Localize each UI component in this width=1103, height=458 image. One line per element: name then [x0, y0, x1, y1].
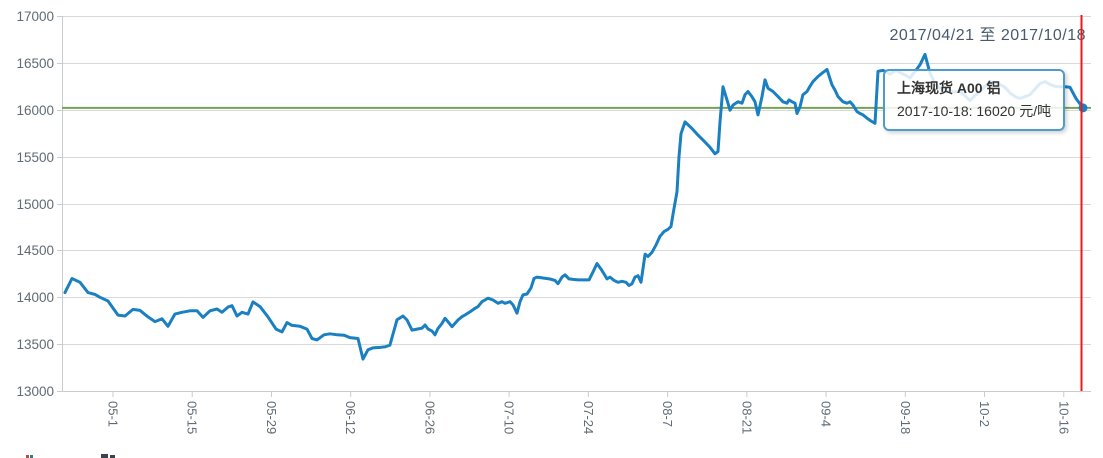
y-axis: 17000 16500 16000 15500 15000 14500 14000 13500…	[16, 9, 1091, 399]
last-point-marker	[1078, 103, 1088, 113]
x-tick-label: 09-18	[898, 401, 913, 434]
date-range-label: 2017/04/21 至 2017/10/18	[889, 27, 1086, 44]
x-tick-label: 05-29	[264, 401, 279, 434]
y-tick-label: 17000	[16, 9, 54, 24]
clipped-bottom-fragment	[26, 455, 29, 458]
clipped-bottom-fragment	[30, 455, 33, 458]
x-axis: 05-1 05-15 05-29 06-12 06-26 07-10 07-24 08-7 08…	[62, 391, 1091, 434]
tooltip: 上海现货 A00 铝 2017-10-18: 16020 元/吨	[883, 69, 1066, 131]
x-tick-label: 05-1	[106, 401, 121, 427]
x-tick-label: 09-4	[819, 401, 834, 427]
x-tick-label: 05-15	[185, 401, 200, 434]
x-tick-label: 07-10	[502, 401, 517, 434]
y-tick-label: 16500	[16, 56, 54, 71]
x-tick-label: 10-2	[977, 401, 992, 427]
x-tick-label: 08-7	[660, 401, 675, 427]
x-tick-label: 07-24	[581, 401, 596, 434]
tooltip-price-value: 2017-10-18: 16020 元/吨	[897, 103, 1052, 119]
y-tick-label: 13500	[16, 337, 54, 352]
y-tick-label: 15500	[16, 150, 54, 165]
y-tick-label: 16000	[16, 103, 54, 118]
y-tick-label: 15000	[16, 197, 54, 212]
x-tick-label: 10-16	[1056, 401, 1071, 434]
x-tick-label: 06-26	[422, 401, 437, 434]
y-tick-label: 14000	[16, 290, 54, 305]
y-tick-label: 13000	[16, 384, 54, 399]
tooltip-series-name: 上海现货 A00 铝	[897, 80, 1001, 96]
x-tick-label: 06-12	[343, 401, 358, 434]
x-tick-label: 08-21	[739, 401, 754, 434]
y-tick-label: 14500	[16, 243, 54, 258]
clipped-bottom-fragment	[101, 454, 108, 458]
clipped-bottom-fragment	[110, 455, 115, 458]
